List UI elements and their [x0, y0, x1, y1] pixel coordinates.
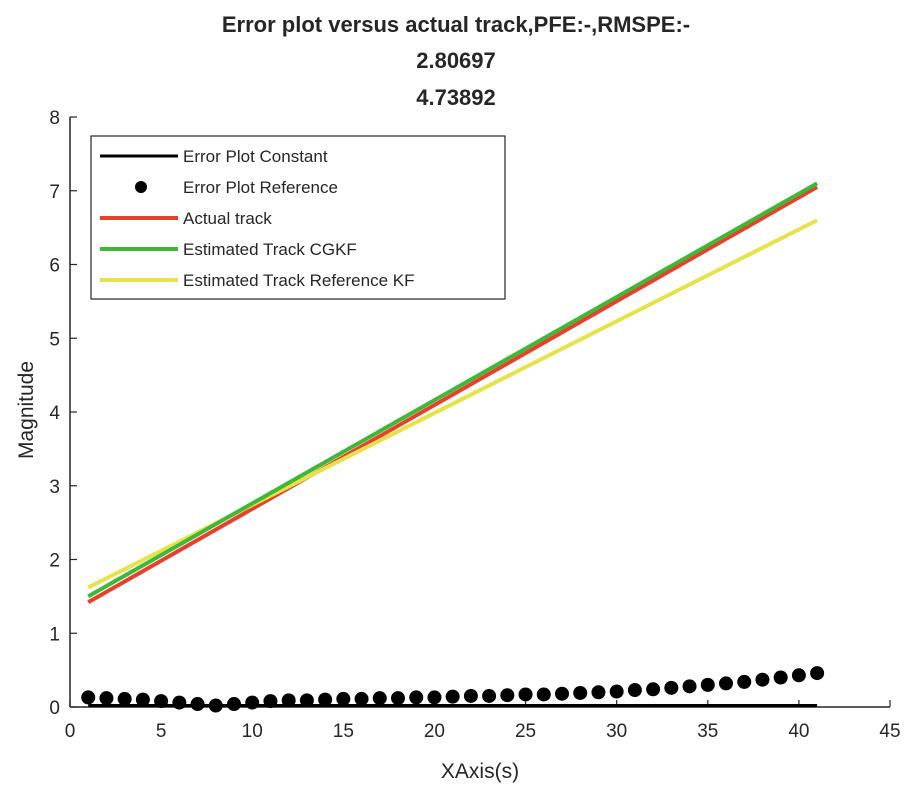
- data-point: [245, 695, 260, 710]
- data-point: [190, 697, 205, 712]
- series-line: [87, 181, 819, 599]
- data-point: [737, 674, 752, 689]
- data-point: [81, 690, 96, 705]
- legend-label: Estimated Track CGKF: [183, 240, 357, 259]
- data-point: [536, 687, 551, 702]
- data-point: [646, 682, 661, 697]
- data-point: [682, 679, 697, 694]
- y-tick-label: 4: [49, 403, 60, 424]
- y-tick-label: 8: [49, 108, 60, 129]
- data-point: [719, 676, 733, 691]
- data-point: [172, 695, 187, 710]
- legend-label: Error Plot Reference: [183, 178, 338, 197]
- y-tick-label: 0: [49, 698, 60, 719]
- data-point: [555, 686, 569, 701]
- data-point: [445, 689, 460, 704]
- x-axis-title: XAxis(s): [441, 760, 519, 783]
- y-tick-label: 1: [49, 624, 60, 645]
- data-point: [755, 672, 770, 687]
- x-tick-label: 30: [606, 721, 627, 742]
- legend: Error Plot Constant Error Plot Reference A…: [90, 135, 506, 300]
- data-point: [391, 691, 405, 706]
- x-tick-label: 10: [242, 721, 263, 742]
- data-point: [427, 690, 442, 705]
- y-tick-label: 3: [49, 477, 60, 498]
- y-tick-label: 7: [49, 182, 60, 203]
- y-tick-label: 2: [49, 551, 60, 572]
- data-point: [227, 697, 241, 712]
- chart-title-line-1: Error plot versus actual track,PFE:-,RMS…: [221, 12, 691, 37]
- legend-label: Estimated Track Reference KF: [183, 271, 414, 290]
- data-point: [810, 666, 825, 681]
- data-point: [154, 694, 169, 709]
- x-tick-label: 5: [156, 721, 167, 742]
- y-axis: 0 1 2 3 4 5 6 7 8: [49, 108, 77, 719]
- x-tick-label: 45: [879, 721, 900, 742]
- data-point: [263, 694, 278, 709]
- x-tick-label: 35: [697, 721, 718, 742]
- data-point: [281, 693, 296, 708]
- data-point: [664, 680, 679, 695]
- data-point: [117, 691, 132, 706]
- data-point: [336, 691, 351, 706]
- data-point: [609, 684, 624, 699]
- legend-label: Error Plot Constant: [183, 147, 328, 166]
- y-tick-label: 5: [49, 329, 60, 350]
- x-tick-label: 0: [65, 721, 76, 742]
- data-point: [409, 690, 424, 705]
- data-point: [354, 691, 369, 706]
- data-point: [463, 688, 478, 703]
- data-point: [627, 683, 642, 698]
- data-point: [318, 692, 333, 707]
- data-point: [372, 691, 387, 706]
- x-tick-label: 15: [333, 721, 354, 742]
- chart-title-line-3: 4.73892: [416, 85, 496, 110]
- data-point: [482, 688, 497, 703]
- x-tick-label: 20: [424, 721, 445, 742]
- x-tick-label: 40: [788, 721, 809, 742]
- legend-label: Actual track: [183, 209, 272, 228]
- chart-title-line-2: 2.80697: [416, 48, 496, 73]
- data-point: [299, 693, 314, 708]
- data-point: [99, 691, 114, 706]
- series-line: [87, 185, 819, 605]
- data-point: [573, 685, 588, 700]
- series-layer: [81, 181, 825, 713]
- data-point: [518, 687, 533, 702]
- data-point: [700, 677, 715, 692]
- data-point: [591, 685, 606, 700]
- x-tick-label: 25: [515, 721, 536, 742]
- data-point: [773, 670, 788, 685]
- y-axis-title: Magnitude: [15, 361, 38, 459]
- legend-swatch-marker: [135, 181, 147, 193]
- data-point: [791, 668, 806, 683]
- y-tick-label: 6: [49, 256, 60, 277]
- data-point: [500, 688, 515, 703]
- data-point: [135, 692, 150, 707]
- data-point: [208, 698, 223, 713]
